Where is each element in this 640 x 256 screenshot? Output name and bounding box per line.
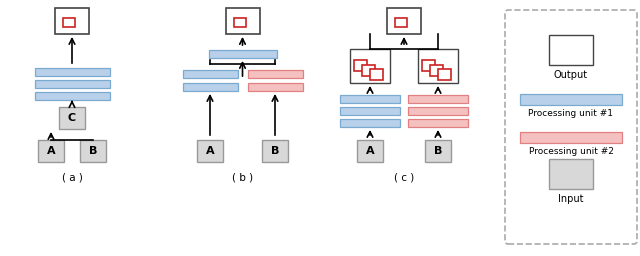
- Text: Output: Output: [554, 70, 588, 80]
- Text: B: B: [89, 146, 97, 156]
- Bar: [362, 65, 375, 76]
- Bar: [35, 92, 109, 100]
- Bar: [422, 60, 435, 71]
- Bar: [350, 49, 390, 83]
- Bar: [408, 119, 468, 127]
- Text: ( b ): ( b ): [232, 173, 253, 183]
- Text: ( a ): ( a ): [61, 173, 83, 183]
- Bar: [38, 140, 64, 162]
- Bar: [35, 80, 109, 88]
- Text: A: A: [365, 146, 374, 156]
- Bar: [63, 18, 75, 27]
- Text: ( c ): ( c ): [394, 173, 414, 183]
- Bar: [262, 140, 288, 162]
- Bar: [80, 140, 106, 162]
- Text: B: B: [434, 146, 442, 156]
- Bar: [520, 94, 622, 105]
- Text: B: B: [271, 146, 279, 156]
- FancyBboxPatch shape: [505, 10, 637, 244]
- Text: A: A: [205, 146, 214, 156]
- Bar: [35, 68, 109, 76]
- Bar: [197, 140, 223, 162]
- Bar: [340, 119, 400, 127]
- Bar: [340, 107, 400, 115]
- Bar: [387, 8, 421, 34]
- Bar: [438, 69, 451, 80]
- Bar: [370, 69, 383, 80]
- Bar: [408, 95, 468, 103]
- Bar: [59, 107, 85, 129]
- Bar: [55, 8, 89, 34]
- Bar: [182, 83, 237, 91]
- Bar: [248, 83, 303, 91]
- Bar: [549, 35, 593, 65]
- Bar: [182, 70, 237, 78]
- Bar: [408, 107, 468, 115]
- Bar: [418, 49, 458, 83]
- Bar: [520, 132, 622, 143]
- Bar: [425, 140, 451, 162]
- Bar: [354, 60, 367, 71]
- Bar: [234, 18, 246, 27]
- Text: Input: Input: [558, 194, 584, 204]
- Text: C: C: [68, 113, 76, 123]
- Bar: [549, 159, 593, 189]
- Text: A: A: [47, 146, 55, 156]
- Bar: [248, 70, 303, 78]
- Bar: [430, 65, 443, 76]
- Text: Processing unit #2: Processing unit #2: [529, 147, 613, 156]
- Bar: [340, 95, 400, 103]
- Text: Processing unit #1: Processing unit #1: [529, 109, 614, 118]
- Bar: [209, 50, 276, 58]
- Bar: [395, 18, 407, 27]
- Bar: [357, 140, 383, 162]
- Bar: [225, 8, 259, 34]
